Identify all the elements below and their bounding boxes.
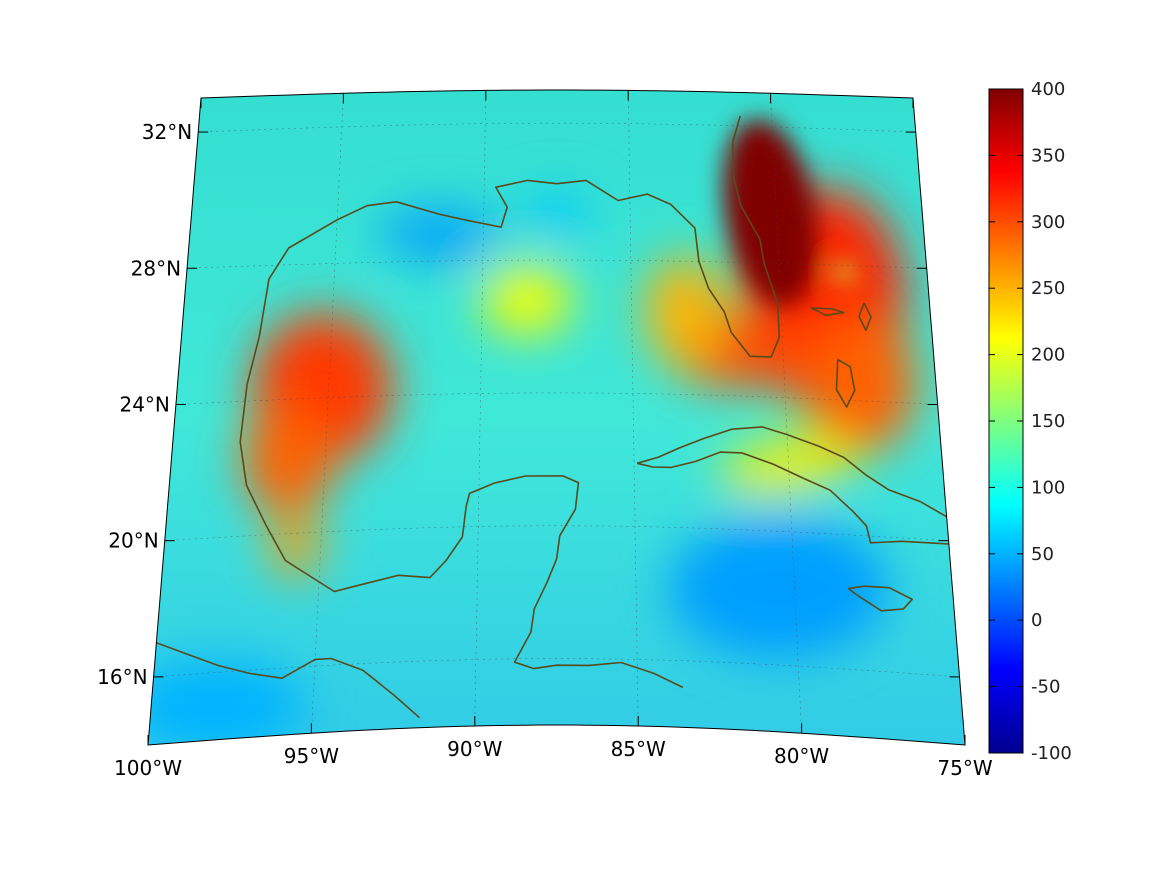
lon-label: 90°W [447,737,502,761]
parallel-16 [153,658,960,678]
field-hotspot-florida-atlantic-max [723,119,818,307]
parallel-24 [175,392,938,405]
lat-label: 24°N [119,393,169,417]
meridian-95 [311,93,344,734]
lon-label: 80°W [774,744,829,768]
field-hotspot-veracruz [270,516,321,577]
field-hotspot-bay-of-campeche-coast [243,404,334,515]
field-hotspot-cuba [719,437,858,493]
coastline-gulf-coast [258,115,781,358]
coastline-grand-bahama [810,307,845,317]
colorbar-tick-label: 200 [1031,345,1065,366]
colorbar-tick-label: 100 [1031,477,1065,498]
colorbar-ticks: 400 350 300 250 200 150 100 50 0 -50 -100 [989,79,1072,764]
lon-label: 95°W [284,744,339,768]
coastline-hispaniola [969,548,1091,608]
coastline-jamaica [847,585,913,612]
coastline-abaco [858,302,872,332]
scalar-field [148,90,1091,745]
coastline-pacific-coast [156,642,421,719]
colorbar-tick-label: 150 [1031,411,1065,432]
coastline-mexico-coast [239,336,684,689]
colorbar-tick-label: 50 [1031,544,1054,565]
colorbar-tick-label: -50 [1031,677,1060,698]
frame-ticks [147,90,966,745]
colorbar: 400 350 300 250 200 150 100 50 0 -50 -100 [988,79,1072,764]
lon-label: 85°W [611,737,666,761]
lat-label: 16°N [97,665,147,689]
colorbar-tick-label: 350 [1031,145,1065,166]
colorbar-tick-label: 0 [1031,610,1042,631]
field-hotspot-central-gulf [482,265,572,335]
colorbar-tick-label: -100 [1031,743,1072,764]
colorbar-tick-label: 300 [1031,212,1065,233]
lon-label: 100°W [114,756,182,780]
lat-label: 28°N [131,256,181,280]
field-hotspot-gulf-of-tehuantepec-low [148,661,306,745]
field-hotspot-caribbean-low [668,518,889,659]
field-hotspot-west-florida-shelf [645,256,726,367]
longitude-labels: 100°W 95°W 90°W 85°W 80°W 75°W [114,737,993,780]
lat-label: 20°N [108,529,158,553]
colorbar-tick-label: 400 [1031,79,1065,100]
lat-label: 32°N [142,120,192,144]
coastline-bahamas-andros [835,358,856,408]
field-hotspot-eye-center [834,262,855,283]
meridian-80 [770,93,802,734]
field-hotspot-mobile-low [521,193,592,234]
field-hotspot-north-gulf-coast-low [379,209,500,260]
lon-label: 75°W [937,756,992,780]
colorbar-tick-label: 250 [1031,278,1065,299]
field-hotspot-bahamas [805,314,916,454]
latitude-labels: 16°N 20°N 24°N 28°N 32°N [97,120,192,689]
